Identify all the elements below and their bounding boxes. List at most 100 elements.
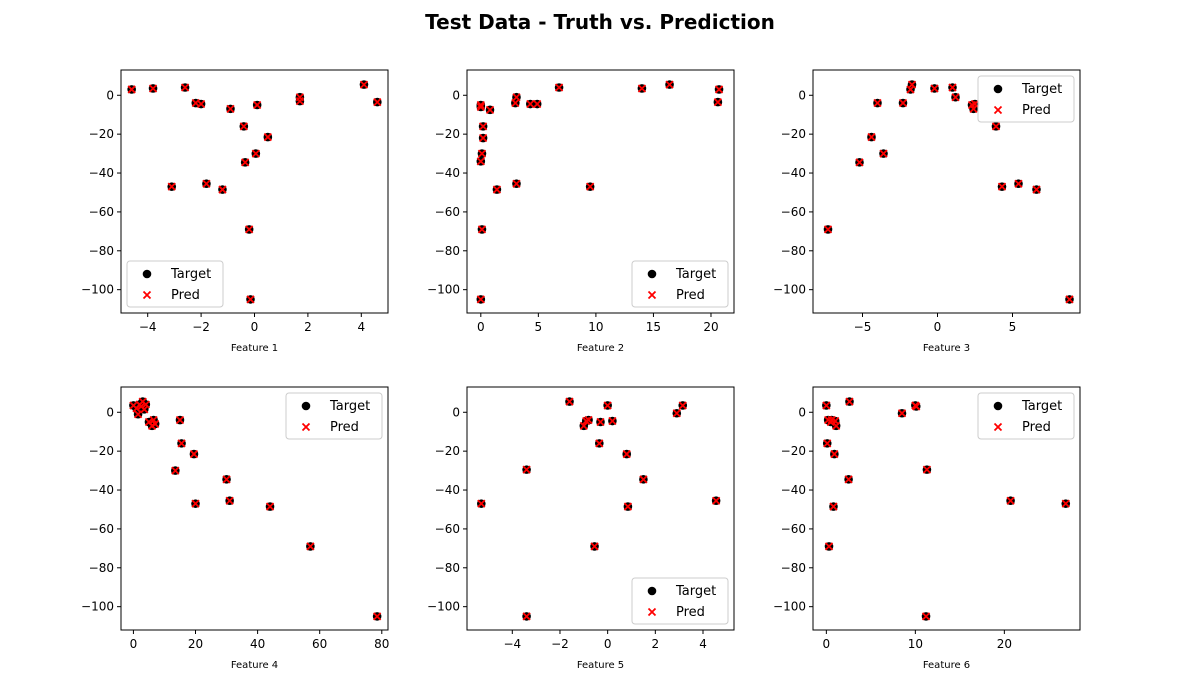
y-tick-label: 0 [452, 405, 460, 419]
x-tick-label: 0 [934, 320, 942, 334]
legend: Target Pred [126, 260, 224, 308]
y-tick-label: −100 [773, 283, 806, 297]
pred-point [1065, 295, 1074, 304]
legend-target-marker [647, 269, 657, 279]
y-tick-label: −100 [773, 600, 806, 614]
x-axis-label: Feature 1 [231, 343, 278, 354]
legend-target-label: Target [1021, 399, 1062, 414]
pred-point [492, 185, 502, 194]
y-tick-label: −100 [427, 283, 460, 297]
x-tick-label: 0 [604, 637, 612, 651]
data-marks [823, 80, 1074, 304]
x-tick-label: 4 [699, 637, 707, 651]
pred-point [922, 465, 932, 474]
x-tick-label: 15 [646, 320, 661, 334]
pred-point [265, 502, 275, 511]
pred-point [478, 133, 488, 143]
pred-point [867, 132, 876, 142]
y-tick-label: −60 [435, 522, 460, 536]
pred-point [141, 400, 150, 409]
axes-frame [120, 69, 389, 314]
pred-point [246, 295, 255, 304]
pred-point [372, 612, 382, 621]
legend-target-label: Target [675, 267, 716, 282]
y-tick-label: −20 [781, 444, 806, 458]
x-tick-label: 0 [130, 637, 138, 651]
subplot-6: 0 10 20 0 −20 −40 −60 −80 −100 Feature 6 Target Pre… [773, 386, 1081, 671]
x-tick-label: 80 [374, 637, 389, 651]
y-tick-label: −80 [89, 561, 114, 575]
pred-point [522, 465, 531, 474]
pred-point [151, 419, 160, 429]
axes-frame [812, 69, 1081, 314]
legend-pred-marker [647, 607, 657, 617]
x-tick-label: 10 [588, 320, 603, 334]
legend-pred-label: Pred [676, 605, 705, 620]
pred-point [373, 97, 382, 107]
y-tick-label: −60 [89, 205, 114, 219]
x-tick-label: 20 [997, 637, 1012, 651]
pred-point [603, 401, 612, 410]
pred-point [202, 179, 211, 188]
y-tick-label: −80 [89, 244, 114, 258]
pred-point [678, 401, 687, 410]
y-tick-label: −80 [781, 244, 806, 258]
pred-point [565, 397, 574, 406]
y-tick-label: −80 [781, 561, 806, 575]
legend-pred-label: Pred [1022, 103, 1051, 118]
legend-target-marker [301, 401, 311, 411]
y-tick-label: −80 [435, 244, 460, 258]
pred-point [476, 157, 485, 166]
x-axis-label: Feature 5 [577, 660, 624, 671]
pred-point [263, 132, 272, 142]
axes-frame [812, 386, 1081, 631]
subplot-2: 0 5 10 15 20 0 −20 −40 −60 −80 −100 Feature 2 Target… [427, 69, 735, 354]
legend: Target Pred [285, 392, 383, 440]
x-tick-label: 5 [535, 320, 543, 334]
pred-point [898, 98, 908, 108]
legend-pred-marker [301, 422, 311, 432]
pred-point [672, 409, 681, 418]
y-tick-label: 0 [452, 88, 460, 102]
legend-pred-marker [647, 290, 657, 300]
figure-title: Test Data - Truth vs. Prediction [425, 10, 775, 34]
x-tick-label: −2 [192, 320, 210, 334]
pred-point [477, 225, 487, 234]
pred-point [133, 410, 143, 419]
pred-point [526, 99, 535, 109]
x-tick-label: 60 [312, 637, 327, 651]
pred-point [879, 149, 888, 158]
y-tick-label: −20 [89, 127, 114, 141]
pred-point [476, 295, 485, 304]
pred-point [824, 542, 834, 551]
pred-point [873, 98, 882, 108]
pred-point [148, 84, 158, 93]
y-tick-label: −20 [435, 127, 460, 141]
pred-point [476, 102, 485, 112]
pred-point [512, 93, 521, 102]
y-tick-label: −20 [89, 444, 114, 458]
y-tick-label: −80 [435, 561, 460, 575]
x-tick-label: 20 [188, 637, 203, 651]
pred-point [1032, 185, 1041, 194]
x-tick-label: −5 [854, 320, 872, 334]
legend: Target Pred [631, 577, 729, 625]
pred-point [912, 402, 921, 411]
x-tick-label: −2 [551, 637, 569, 651]
pred-point [590, 542, 599, 551]
y-tick-label: 0 [798, 88, 806, 102]
axes-frame [466, 69, 735, 314]
x-axis-label: Feature 4 [231, 660, 278, 671]
subplot-4: 0 20 40 60 80 0 −20 −40 −60 −80 −100 Feature 4 Targe… [81, 386, 389, 671]
y-tick-label: −20 [781, 127, 806, 141]
data-marks [476, 80, 724, 304]
pred-point [177, 439, 186, 448]
pred-point [921, 612, 931, 621]
pred-point [906, 85, 915, 94]
pred-point [822, 401, 831, 410]
pred-point [596, 417, 605, 427]
y-tick-label: −60 [435, 205, 460, 219]
pred-point [191, 499, 200, 508]
